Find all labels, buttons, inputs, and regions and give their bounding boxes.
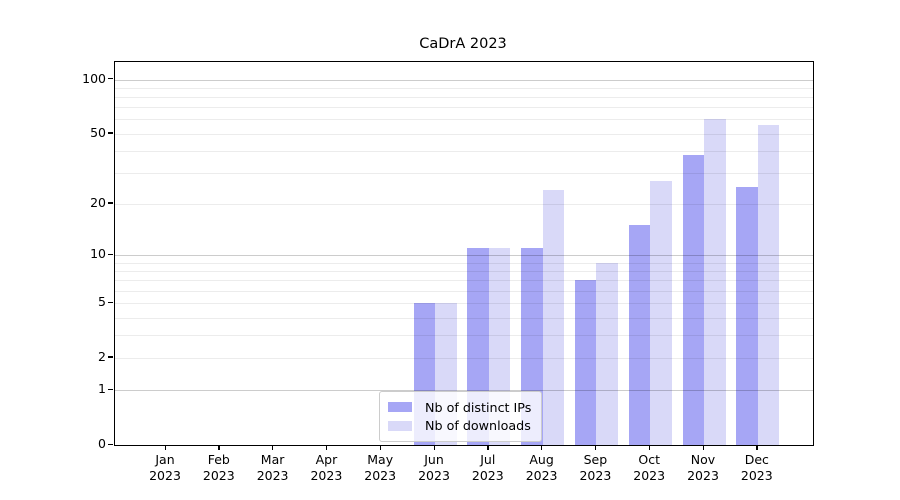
y-tick-mark — [108, 301, 113, 303]
x-tick-label: Oct 2023 — [633, 452, 666, 483]
gridline-major — [115, 255, 813, 257]
legend-item: Nb of downloads — [388, 417, 531, 436]
bar-downloads — [542, 190, 565, 445]
gridline-minor — [115, 280, 813, 282]
x-tick-mark — [756, 445, 758, 450]
x-tick-mark — [541, 445, 543, 450]
x-tick-label: Mar 2023 — [256, 452, 289, 483]
plot-area — [114, 61, 814, 446]
x-tick-mark — [702, 445, 704, 450]
y-tick-label: 5 — [98, 294, 106, 310]
gridline-minor — [115, 290, 813, 292]
x-tick-mark — [648, 445, 651, 450]
gridline-minor — [115, 150, 813, 152]
y-tick-label: 0 — [98, 436, 106, 451]
x-tick-label: Dec 2023 — [740, 452, 773, 483]
y-tick-label: 20 — [90, 194, 106, 210]
gridline-minor — [115, 96, 813, 98]
y-tick-label: 100 — [82, 70, 106, 86]
y-tick-mark — [108, 356, 113, 358]
x-tick-label: Apr 2023 — [310, 452, 343, 483]
y-tick-mark — [108, 202, 113, 204]
gridline-major — [115, 79, 813, 81]
x-tick-label: Feb 2023 — [202, 452, 235, 483]
bar-downloads — [704, 119, 726, 445]
legend-label: Nb of distinct IPs — [425, 399, 532, 415]
gridline-minor — [115, 119, 813, 121]
bar-distinct-ips — [574, 280, 597, 445]
y-tick-mark — [108, 443, 113, 445]
gridline-minor — [115, 357, 813, 359]
bar-downloads — [596, 262, 618, 445]
chart-title: CaDrA 2023 — [419, 36, 507, 52]
y-tick-mark — [108, 388, 113, 390]
x-tick-label: Aug 2023 — [525, 452, 558, 483]
y-tick-label: 2 — [98, 348, 106, 364]
x-tick-mark — [218, 445, 220, 450]
y-tick-label: 10 — [90, 246, 106, 262]
x-tick-label: Jun 2023 — [418, 452, 450, 483]
x-tick-mark — [487, 445, 489, 450]
gridline-minor — [115, 303, 813, 305]
x-tick-label: Sep 2023 — [579, 452, 612, 483]
gridline-minor — [115, 87, 813, 89]
gridline-minor — [115, 335, 813, 337]
legend-item: Nb of distinct IPs — [388, 398, 531, 417]
x-tick-mark — [379, 445, 382, 450]
x-tick-mark — [433, 445, 435, 450]
x-tick-label: May 2023 — [364, 452, 397, 483]
gridline-minor — [115, 317, 813, 319]
legend-swatch-downloads — [388, 420, 412, 431]
gridline-minor — [115, 133, 813, 135]
legend-swatch-distinct-ips — [388, 402, 412, 413]
gridline-minor — [115, 203, 813, 205]
gridline-major — [115, 390, 813, 392]
y-tick-mark — [108, 78, 113, 80]
x-tick-mark — [594, 445, 597, 450]
gridline-minor — [115, 270, 813, 272]
x-tick-mark — [325, 445, 328, 450]
bar-downloads — [757, 124, 780, 445]
gridline-minor — [115, 107, 813, 109]
bar-distinct-ips — [736, 186, 758, 445]
x-tick-label: Jan 2023 — [149, 452, 181, 483]
bar-downloads — [650, 181, 672, 445]
x-tick-mark — [164, 445, 166, 450]
y-tick-label: 1 — [98, 381, 106, 397]
gridline-minor — [115, 173, 813, 175]
x-tick-label: Nov 2023 — [687, 452, 719, 483]
x-tick-label: Jul 2023 — [471, 452, 504, 483]
bar-distinct-ips — [682, 154, 704, 445]
y-tick-mark — [108, 132, 113, 134]
y-tick-label: 50 — [90, 124, 106, 140]
legend: Nb of distinct IPs Nb of downloads — [379, 391, 543, 442]
legend-label: Nb of downloads — [425, 418, 531, 434]
x-tick-mark — [272, 445, 274, 450]
bar-distinct-ips — [628, 225, 651, 445]
y-tick-mark — [108, 253, 113, 255]
gridline-minor — [115, 262, 813, 264]
